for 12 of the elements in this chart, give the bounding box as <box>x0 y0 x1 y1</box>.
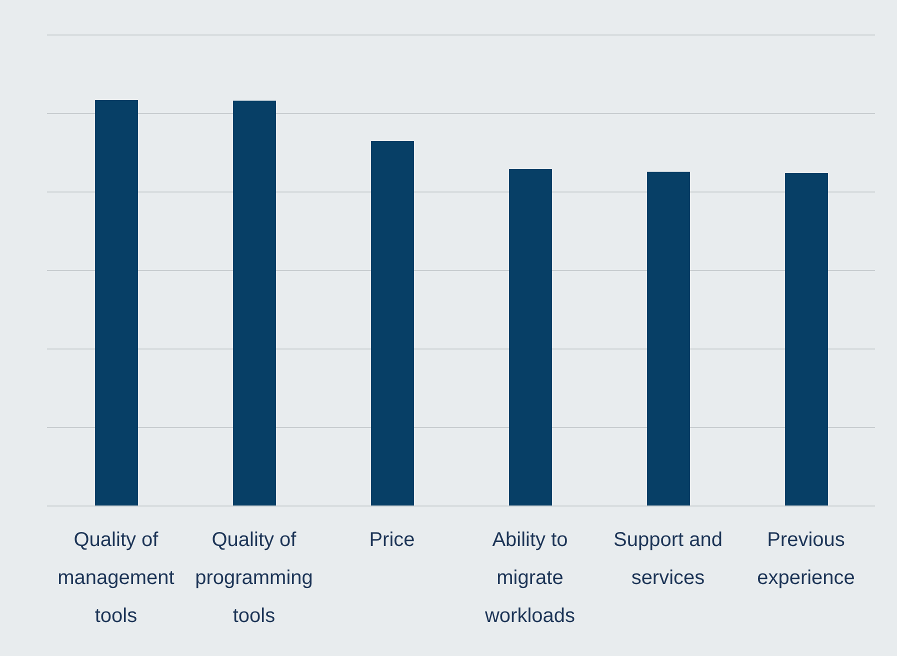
bar <box>371 140 414 506</box>
x-tick-label: Quality of management tools <box>58 529 175 627</box>
bar <box>509 168 552 506</box>
bar <box>785 173 828 506</box>
bar <box>95 100 138 506</box>
bar <box>233 100 276 506</box>
x-tick-label: Previous experience <box>757 529 855 589</box>
x-tick-label: Support and services <box>614 529 722 589</box>
x-tick-label: Price <box>369 529 415 551</box>
x-tick-label: Quality of programming tools <box>195 529 313 627</box>
x-tick-label: Ability to migrate workloads <box>484 529 576 627</box>
bar <box>647 172 690 506</box>
